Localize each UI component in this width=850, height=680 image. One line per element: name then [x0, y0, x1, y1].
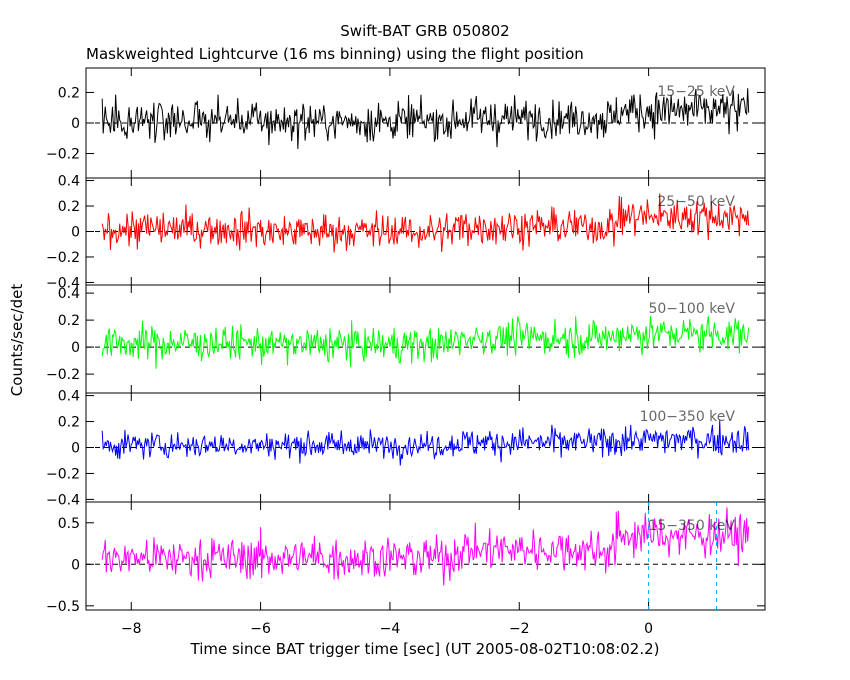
band-label: 15−350 keV [648, 518, 735, 534]
y-tick-label: 0.4 [58, 174, 80, 190]
x-tick-label: −4 [380, 621, 401, 637]
chart-title: Swift-BAT GRB 050802 [340, 22, 509, 40]
y-tick-label: 0.4 [58, 286, 80, 302]
y-tick-label: 0 [71, 225, 80, 241]
x-tick-label: −8 [121, 621, 142, 637]
panel-4: −0.5 0 0.5 15−350 keV [46, 501, 766, 615]
y-tick-label: −0.4 [46, 492, 80, 508]
series-line-1 [101, 193, 750, 253]
panel-1: −0.4 −0.2 0 0.2 0.4 25−50 keV [46, 174, 766, 291]
y-tick-label: −0.5 [46, 599, 80, 615]
band-label: 25−50 keV [657, 194, 735, 210]
band-label: 15−25 keV [657, 84, 735, 100]
y-tick-label: 0.2 [58, 199, 80, 215]
y-tick-label: −0.4 [46, 275, 80, 291]
series-line-3 [101, 420, 750, 466]
panels-group: −0.2 0 0.2 15−25 keV −0.4 −0.2 0 0.2 0.4 25−50 ke… [46, 67, 766, 615]
y-tick-label: −0.2 [46, 367, 80, 383]
y-tick-label: 0 [71, 441, 80, 457]
band-label: 100−350 keV [640, 409, 736, 425]
y-tick-label: −0.2 [46, 147, 80, 163]
x-axis: −8 −6 −4 −2 0 [121, 621, 653, 637]
panel-0: −0.2 0 0.2 15−25 keV [46, 67, 766, 179]
chart-subtitle: Maskweighted Lightcurve (16 ms binning) … [86, 45, 584, 63]
x-tick-label: 0 [644, 621, 653, 637]
x-axis-label: Time since BAT trigger time [sec] (UT 20… [190, 640, 660, 658]
y-axis-label: Counts/sec/det [8, 284, 26, 397]
band-label: 50−100 keV [648, 301, 735, 317]
y-tick-label: 0.2 [58, 313, 80, 329]
series-line-0 [101, 88, 750, 150]
y-tick-label: 0.2 [58, 85, 80, 101]
y-tick-label: 0 [71, 340, 80, 356]
series-line-2 [101, 315, 750, 369]
y-tick-label: 0.5 [58, 516, 80, 532]
y-tick-label: 0 [71, 116, 80, 132]
y-tick-label: 0.2 [58, 415, 80, 431]
y-tick-label: 0.4 [58, 389, 80, 405]
series-line-4 [101, 507, 750, 586]
y-tick-label: −0.2 [46, 466, 80, 482]
panel-frame [85, 501, 766, 611]
y-tick-label: −0.2 [46, 250, 80, 266]
panel-2: −0.2 0 0.2 0.4 50−100 keV [46, 284, 766, 394]
panel-3: −0.4 −0.2 0 0.2 0.4 100−350 keV [46, 389, 766, 508]
x-tick-label: −2 [509, 621, 530, 637]
y-tick-label: 0 [71, 557, 80, 573]
x-tick-label: −6 [250, 621, 271, 637]
